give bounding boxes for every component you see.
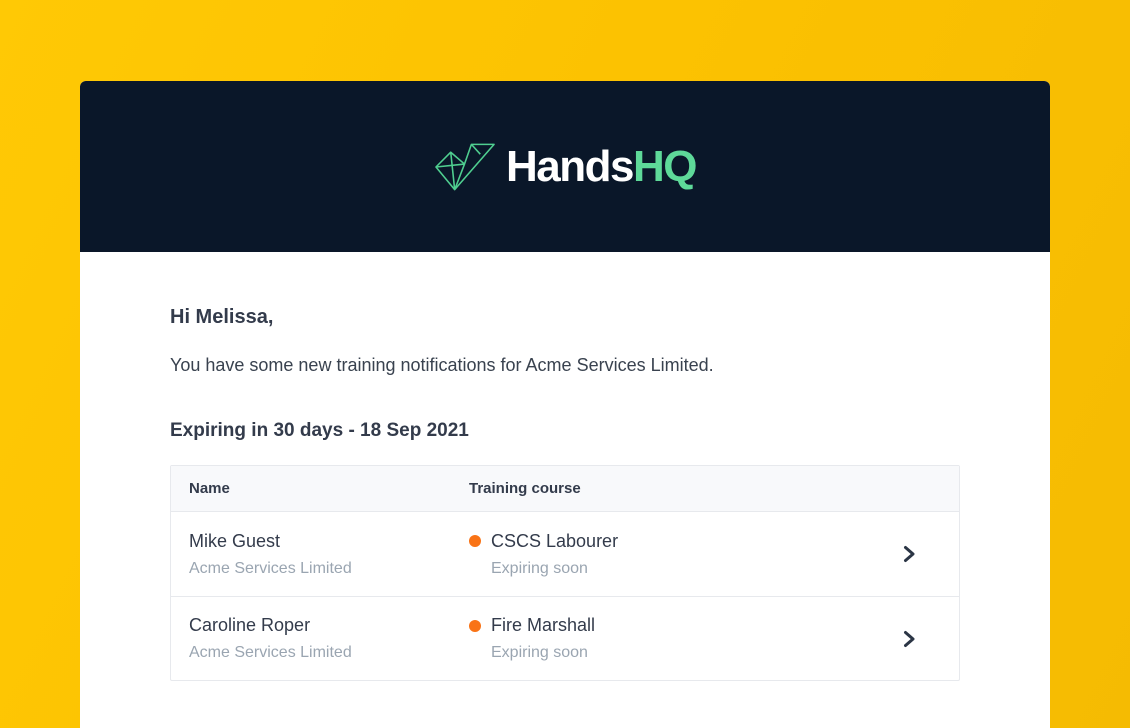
table-row[interactable]: Caroline Roper Acme Services Limited Fir…	[171, 596, 959, 680]
column-header-name: Name	[189, 480, 230, 497]
email-card: HandsHQ Hi Melissa, You have some new tr…	[80, 81, 1050, 728]
chevron-right-icon[interactable]	[903, 630, 916, 648]
status-dot-icon	[469, 535, 481, 547]
table-header-row: Name Training course	[171, 466, 959, 512]
logo-text-primary: Hands	[506, 141, 634, 191]
training-notifications-table: Name Training course Mike Guest Acme Ser…	[170, 465, 960, 681]
course-cell: CSCS Labourer Expiring soon	[469, 529, 903, 580]
handshq-logo: HandsHQ	[434, 141, 698, 193]
person-name: Mike Guest	[189, 530, 281, 551]
person-company: Acme Services Limited	[189, 644, 352, 661]
course-name: CSCS Labourer	[491, 530, 619, 551]
course-status: Expiring soon	[491, 644, 588, 661]
greeting: Hi Melissa,	[170, 306, 274, 328]
logo-wordmark: HandsHQ	[506, 141, 698, 191]
status-dot-icon	[469, 619, 481, 632]
origami-checkmark-icon	[435, 143, 495, 190]
logo-text-accent: HQ	[632, 141, 698, 191]
chevron-right-icon[interactable]	[903, 545, 916, 563]
column-header-training-course: Training course	[469, 480, 581, 497]
section-heading: Expiring in 30 days - 18 Sep 2021	[170, 420, 469, 441]
person-cell: Mike Guest Acme Services Limited	[171, 529, 469, 580]
person-cell: Caroline Roper Acme Services Limited	[171, 613, 469, 664]
email-body: Hi Melissa, You have some new training n…	[80, 304, 1050, 681]
intro-text: You have some new training notifications…	[170, 355, 714, 375]
course-name: Fire Marshall	[491, 615, 596, 635]
course-cell: Fire Marshall Expiring soon	[469, 613, 903, 664]
person-name: Caroline Roper	[189, 615, 311, 635]
course-status: Expiring soon	[491, 559, 588, 577]
person-company: Acme Services Limited	[189, 559, 352, 577]
table-row[interactable]: Mike Guest Acme Services Limited CSCS La…	[171, 512, 959, 596]
email-header: HandsHQ	[80, 81, 1050, 252]
